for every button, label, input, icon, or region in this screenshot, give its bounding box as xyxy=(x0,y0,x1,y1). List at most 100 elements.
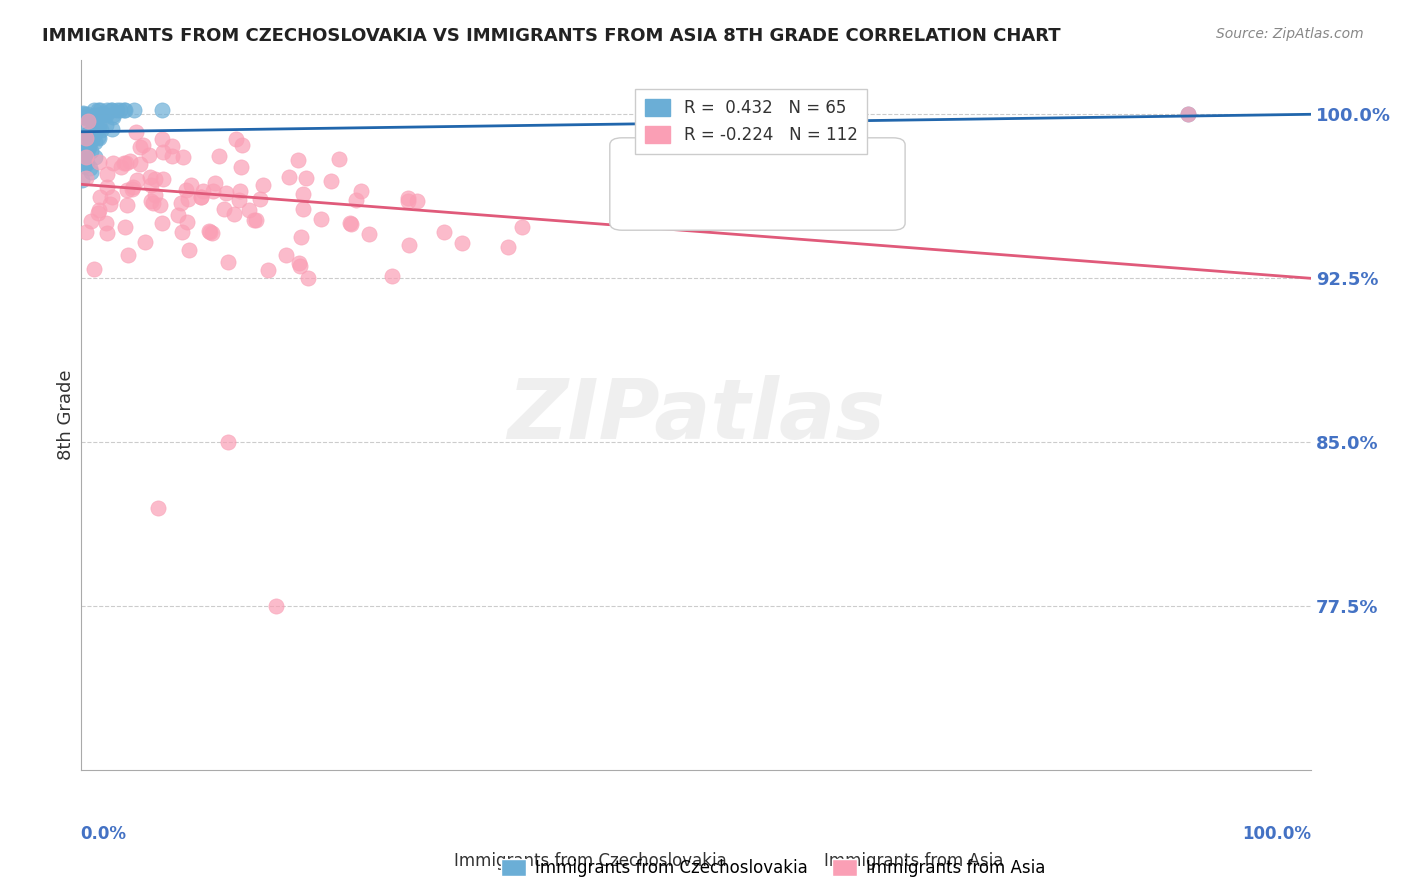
Point xyxy=(98,196,121,211)
Point xyxy=(311,211,333,226)
Point xyxy=(77,114,100,128)
Point xyxy=(101,155,124,169)
Point xyxy=(93,107,115,121)
Point xyxy=(202,184,225,198)
Point xyxy=(166,209,188,223)
Point xyxy=(176,192,198,206)
Point xyxy=(96,226,118,240)
Point xyxy=(75,130,97,145)
Point xyxy=(172,225,194,239)
Point xyxy=(204,176,226,190)
Point xyxy=(180,178,202,192)
Point xyxy=(101,121,124,136)
Text: Immigrants from Czechoslovakia: Immigrants from Czechoslovakia xyxy=(454,852,727,870)
Point xyxy=(217,255,239,269)
Text: Source: ZipAtlas.com: Source: ZipAtlas.com xyxy=(1216,27,1364,41)
Point xyxy=(76,156,98,170)
Point xyxy=(198,223,221,237)
Point xyxy=(89,116,111,130)
Point xyxy=(96,103,118,117)
Point xyxy=(231,160,253,174)
Point xyxy=(287,153,309,168)
Point xyxy=(114,219,136,234)
Point xyxy=(101,103,124,117)
Point xyxy=(433,225,456,239)
Point xyxy=(87,130,110,145)
Point xyxy=(101,110,124,124)
Point xyxy=(72,137,94,152)
Point xyxy=(291,202,314,216)
Point xyxy=(72,173,94,187)
Point xyxy=(75,225,97,239)
Point xyxy=(72,116,94,130)
Point xyxy=(215,186,238,200)
Point xyxy=(115,156,138,170)
Point xyxy=(110,161,132,175)
Point xyxy=(80,144,103,158)
Point xyxy=(134,235,156,250)
Point xyxy=(76,142,98,156)
Point xyxy=(76,127,98,141)
Point xyxy=(396,191,419,205)
Point xyxy=(451,236,474,251)
Point xyxy=(128,157,150,171)
Point xyxy=(170,195,193,210)
Point xyxy=(350,184,373,198)
Y-axis label: 8th Grade: 8th Grade xyxy=(58,370,75,460)
FancyBboxPatch shape xyxy=(610,137,905,230)
Point xyxy=(87,202,110,217)
Point xyxy=(249,192,271,206)
Text: 100.0%: 100.0% xyxy=(1241,825,1312,843)
Point xyxy=(72,107,94,121)
Point xyxy=(84,108,107,122)
Point xyxy=(72,144,94,158)
Point xyxy=(73,111,96,125)
Point xyxy=(398,238,420,252)
Point xyxy=(201,226,224,240)
Point xyxy=(115,183,138,197)
Point xyxy=(139,169,162,184)
Text: 0.0%: 0.0% xyxy=(80,825,127,843)
Point xyxy=(238,202,260,217)
Point xyxy=(89,190,111,204)
Point xyxy=(174,183,197,197)
Point xyxy=(94,108,117,122)
Point xyxy=(290,230,312,244)
Point xyxy=(73,144,96,158)
Point xyxy=(150,132,173,146)
Point xyxy=(122,103,145,117)
Point xyxy=(1177,107,1199,121)
Point xyxy=(224,207,246,221)
Point xyxy=(148,501,170,516)
Point xyxy=(86,121,108,136)
Point xyxy=(83,116,105,130)
Point xyxy=(340,217,363,231)
Point xyxy=(152,145,174,160)
Point xyxy=(84,135,107,149)
Point xyxy=(87,103,110,117)
Point xyxy=(75,151,97,165)
Point xyxy=(339,216,361,230)
Point xyxy=(212,202,235,217)
Point xyxy=(245,213,267,227)
Legend: R =  0.432   N = 65, R = -0.224   N = 112: R = 0.432 N = 65, R = -0.224 N = 112 xyxy=(636,89,868,154)
Point xyxy=(132,138,155,153)
Point xyxy=(84,150,107,164)
Point xyxy=(77,139,100,153)
Point xyxy=(252,178,274,192)
Point xyxy=(191,184,214,198)
Point xyxy=(114,103,136,117)
Point xyxy=(115,198,138,212)
Point xyxy=(190,190,212,204)
Point xyxy=(142,195,165,210)
Point xyxy=(75,170,97,185)
Point xyxy=(73,147,96,161)
Point xyxy=(266,599,288,614)
Point xyxy=(139,194,162,208)
Point xyxy=(295,171,318,186)
Point xyxy=(83,261,105,276)
Point xyxy=(292,186,315,201)
Point xyxy=(143,172,166,186)
Point xyxy=(75,132,97,146)
Point xyxy=(80,165,103,179)
